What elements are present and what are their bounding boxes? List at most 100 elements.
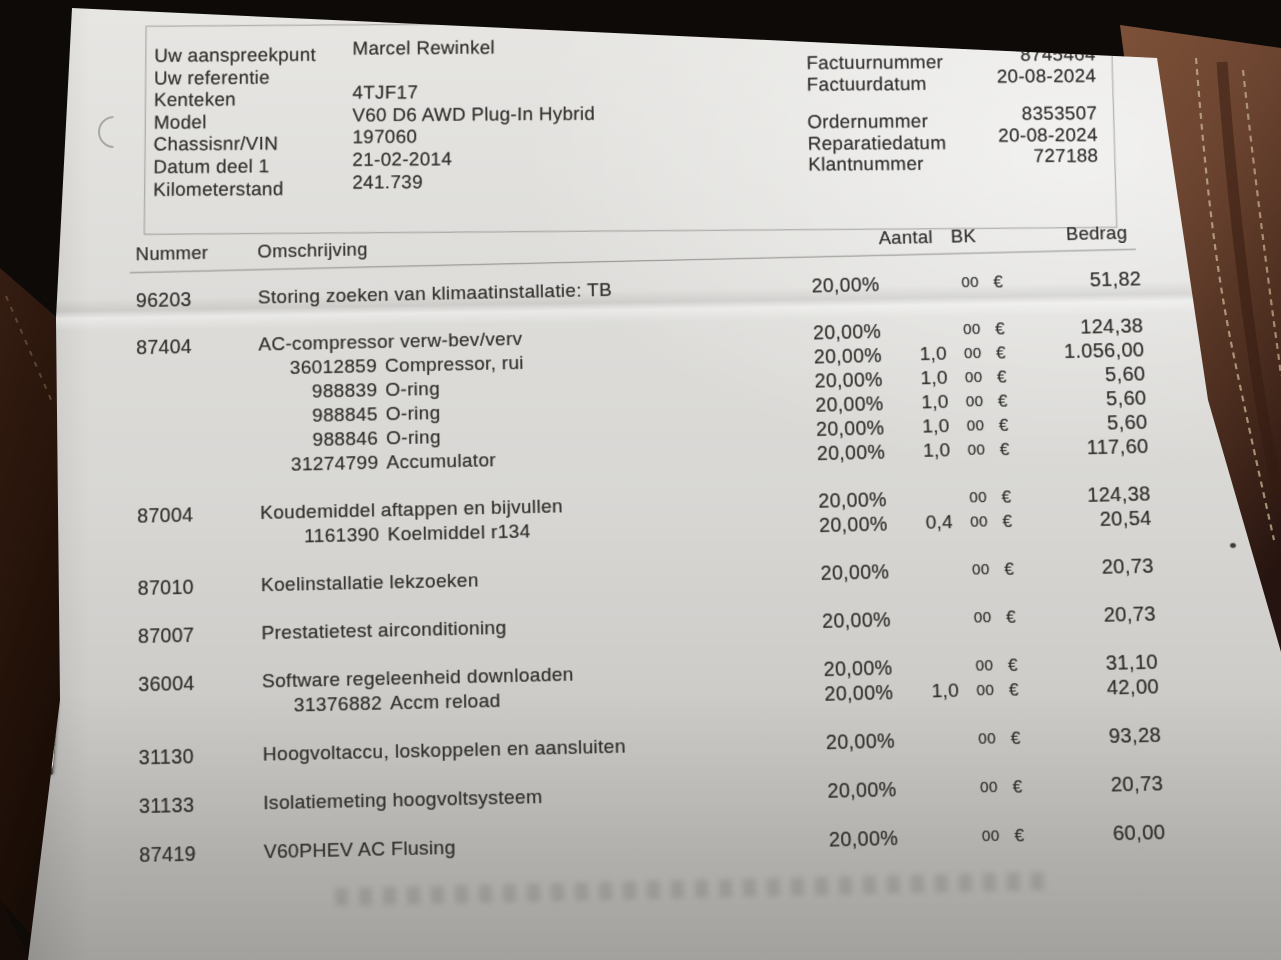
row-description: Accumulator: [386, 450, 497, 474]
header-right-column: Factuurnummer 8745464 Factuurdatum 20-08…: [806, 45, 1099, 176]
field-label: Datum deel 1: [153, 156, 270, 179]
field-label: Model: [153, 112, 207, 134]
bk-cents: 00: [963, 344, 982, 363]
field-value: 727188: [1033, 145, 1099, 168]
vat-percent: 20,00%: [825, 730, 896, 755]
field-value: 241.739: [352, 171, 423, 194]
row-description: V60PHEV AC Flusing: [263, 837, 456, 864]
field-value: 197060: [352, 127, 418, 149]
amount: 1.056,00: [1063, 339, 1145, 364]
field-label: Chassisnr/VIN: [153, 134, 279, 156]
table-row: 31130 Hoogvoltaccu, loskoppelen en aansl…: [132, 724, 1163, 770]
part-number: 988845: [312, 404, 378, 427]
header-row: Factuurdatum 20-08-2024: [807, 66, 1097, 96]
amount: 124,38: [1086, 483, 1152, 507]
part-number: 36012859: [289, 356, 378, 380]
row-number: 31133: [138, 794, 195, 819]
row-description: Hoogvoltaccu, loskoppelen en aansluiten: [262, 736, 627, 766]
row-description: O-ring: [385, 378, 441, 402]
field-value: 20-08-2024: [996, 65, 1097, 87]
amount: 93,28: [1108, 724, 1162, 749]
vat-percent: 20,00%: [828, 827, 899, 852]
vat-percent: 20,00%: [812, 321, 882, 345]
field-label: Klantnummer: [807, 154, 924, 176]
row-number: 87419: [139, 842, 197, 868]
quantity: 1,0: [922, 440, 951, 462]
field-label: Reparatiedatum: [807, 132, 947, 155]
row-description: Koelmiddel r134: [387, 521, 531, 546]
amount: 51,82: [1089, 268, 1142, 292]
amount: 20,54: [1099, 507, 1153, 532]
column-header-omschrijving: Omschrijving: [257, 238, 368, 262]
field-label: Kenteken: [153, 89, 237, 112]
field-value: V60 D6 AWD Plug-In Hybrid: [352, 103, 596, 127]
row-number: 87010: [137, 576, 195, 601]
field-value: 21-02-2014: [352, 149, 453, 171]
part-number: 988846: [312, 428, 379, 452]
field-label: Factuurnummer: [806, 52, 944, 75]
bk-cents: 00: [973, 608, 992, 627]
quantity: 1,0: [931, 680, 960, 703]
column-header-nummer: Nummer: [135, 241, 209, 265]
bk-cents: 00: [971, 560, 990, 579]
table-row: 87419 V60PHEV AC Flusing 20,00% 00 € 60,…: [133, 821, 1168, 867]
header-left-column: Uw aanspreekpunt Marcel Rewinkel Uw refe…: [153, 38, 596, 202]
amount: 124,38: [1079, 315, 1144, 339]
field-value: 4TJF17: [352, 82, 419, 104]
table-row: 31133 Isolatiemeting hoogvoltsysteem 20,…: [133, 773, 1166, 819]
bk-cents: 00: [967, 441, 986, 459]
row-description: Prestatietest airconditioning: [261, 617, 507, 645]
amount: 42,00: [1106, 675, 1160, 700]
field-value: 8353507: [1021, 103, 1098, 125]
bk-cents: 00: [976, 681, 995, 700]
bk-cents: 00: [981, 827, 1000, 846]
part-number: 31274799: [290, 452, 379, 476]
vat-percent: 20,00%: [820, 561, 890, 586]
table-row: 96203 Storing zoeken van klimaatinstalla…: [130, 268, 1144, 312]
field-label: Kilometerstand: [153, 178, 284, 201]
row-number: 31130: [138, 745, 194, 770]
field-value: Marcel Rewinkel: [352, 37, 496, 60]
row-number: 96203: [135, 289, 192, 313]
field-label: Uw referentie: [154, 67, 271, 89]
table-row: 87010 Koelinstallatie lekzoeken 20,00% 0…: [131, 555, 1156, 600]
vat-percent: 20,00%: [821, 609, 892, 634]
amount: 60,00: [1112, 821, 1166, 846]
vat-percent: 20,00%: [827, 778, 898, 804]
row-description: O-ring: [385, 402, 441, 426]
amount: 20,73: [1101, 555, 1155, 579]
part-number: 988839: [311, 380, 378, 403]
row-description: AC-compressor verw-bev/verv: [258, 328, 523, 356]
bk-cents: 00: [977, 729, 997, 748]
amount: 117,60: [1086, 435, 1150, 460]
field-label: Ordernummer: [807, 111, 929, 134]
column-header-bedrag: Bedrag: [1065, 221, 1128, 245]
bk-cents: 00: [979, 778, 999, 797]
vat-percent: 20,00%: [811, 274, 880, 298]
row-description: Accm reload: [389, 690, 501, 715]
amount: 5,60: [1104, 363, 1146, 387]
leather-seam-right: [1216, 61, 1281, 502]
row-number: 87007: [137, 624, 195, 649]
leather-bolster-left: [0, 268, 66, 938]
vat-percent: 20,00%: [823, 657, 893, 682]
bk-cents: 00: [964, 368, 983, 387]
part-number: 1161390: [304, 524, 380, 548]
row-description: O-ring: [385, 427, 442, 450]
row-number: 87404: [136, 336, 193, 360]
bk-cents: 00: [965, 393, 984, 411]
stitch-line-right-2: [1241, 69, 1281, 377]
line-items: 96203 Storing zoeken van klimaatinstalla…: [130, 268, 1168, 867]
vat-percent: 20,00%: [818, 489, 888, 513]
quantity: 1,0: [920, 367, 949, 390]
header-row: Kilometerstand 241.739: [153, 172, 596, 202]
amount: 31,10: [1105, 651, 1159, 676]
part-number: 31376882: [293, 693, 383, 717]
ink-dot: [1230, 543, 1236, 548]
header-row: Klantnummer 727188: [807, 146, 1099, 176]
bk-cents: 00: [969, 488, 988, 507]
row-description: Isolatiemeting hoogvoltsysteem: [263, 786, 543, 815]
